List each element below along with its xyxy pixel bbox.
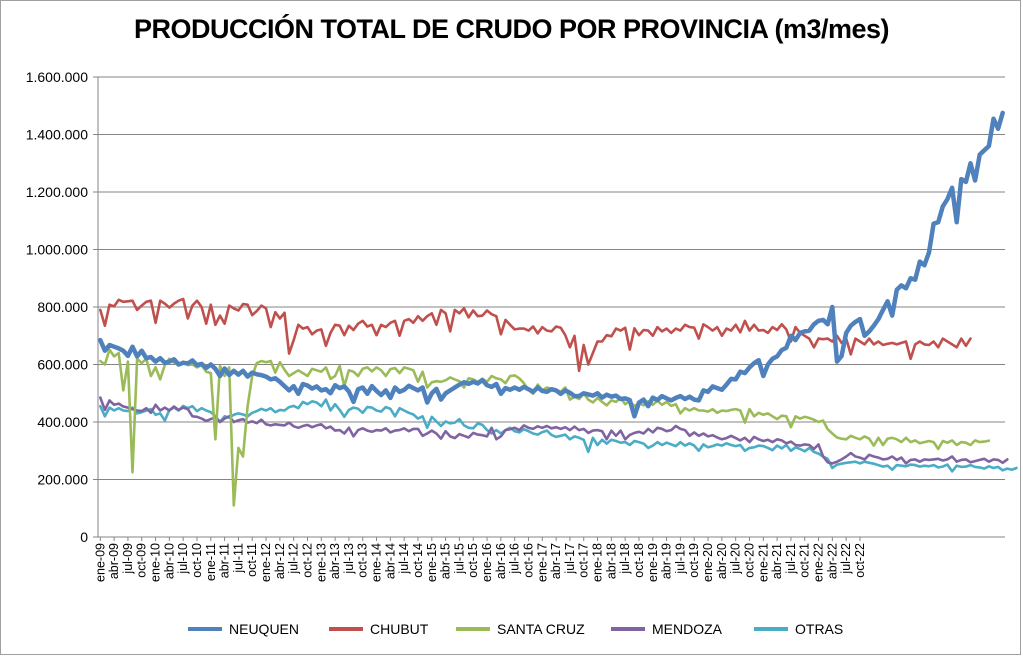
x-tick-label: ene-20 xyxy=(701,543,715,582)
x-tick-label: abr-20 xyxy=(715,543,729,579)
x-tick-label: abr-21 xyxy=(770,543,784,579)
x-tick-label: abr-11 xyxy=(218,543,232,578)
x-tick-label: ene-17 xyxy=(535,543,549,582)
y-tick-label: 0 xyxy=(80,529,88,545)
x-tick-label: ene-14 xyxy=(370,543,384,582)
x-tick-label: abr-12 xyxy=(273,543,287,579)
x-tick-label: jul-09 xyxy=(121,543,135,575)
chart-title: PRODUCCIÓN TOTAL DE CRUDO POR PROVINCIA … xyxy=(133,14,890,44)
legend-item-neuquen: NEUQUEN xyxy=(188,619,299,639)
y-tick-label: 400.000 xyxy=(37,414,88,430)
x-tick-label: oct-21 xyxy=(798,543,812,578)
x-tick-label: oct-15 xyxy=(466,543,480,578)
x-tick-label: ene-18 xyxy=(591,543,605,582)
legend-item-otras: OTRAS xyxy=(754,619,843,639)
series-line-chubut xyxy=(99,297,972,373)
x-tick-label: abr-10 xyxy=(162,543,176,579)
legend-swatch xyxy=(611,627,645,631)
series-line-santa-cruz xyxy=(99,348,991,507)
x-tick-label: oct-12 xyxy=(300,543,314,578)
x-tick-label: ene-10 xyxy=(149,543,163,582)
x-tick-label: abr-16 xyxy=(494,543,508,579)
x-tick-label: ene-15 xyxy=(425,543,439,582)
x-tick-label: jul-18 xyxy=(618,543,632,575)
x-tick-label: jul-14 xyxy=(397,543,411,575)
y-tick-labels: 0 200.000 400.000 600.000 800.000 1.000.000 1.… xyxy=(26,69,89,545)
x-tick-label: abr-17 xyxy=(549,543,563,579)
x-tick-label: jul-16 xyxy=(508,543,522,575)
x-tick-label: abr-18 xyxy=(604,543,618,579)
series-line-mendoza xyxy=(99,396,1009,465)
y-tick-label: 1.400.000 xyxy=(26,127,88,143)
x-tick-label: abr-14 xyxy=(383,543,397,579)
x-tick-label: abr-15 xyxy=(439,543,453,579)
x-tick-label: jul-22 xyxy=(839,543,853,575)
series-line-otras xyxy=(99,398,1018,473)
x-tick-label: oct-10 xyxy=(190,543,204,578)
y-tick-label: 1.000.000 xyxy=(26,242,88,258)
x-tick-label: jul-15 xyxy=(452,543,466,575)
x-tick-label: oct-09 xyxy=(135,543,149,578)
x-tick-label: oct-16 xyxy=(521,543,535,578)
x-tick-label: ene-11 xyxy=(204,543,218,581)
legend-label: SANTA CRUZ xyxy=(497,621,585,637)
x-tick-label: oct-14 xyxy=(411,543,425,578)
x-tick-label: jul-11 xyxy=(231,543,245,574)
legend-label: NEUQUEN xyxy=(229,621,300,637)
x-tick-label: jul-21 xyxy=(784,543,798,575)
x-tick-label: abr-13 xyxy=(328,543,342,579)
x-tick-label: oct-18 xyxy=(632,543,646,578)
x-tick-label: oct-13 xyxy=(356,543,370,578)
y-tick-label: 800.000 xyxy=(37,299,88,315)
y-tick-label: 1.600.000 xyxy=(26,69,88,85)
x-tick-label: jul-17 xyxy=(563,543,577,575)
legend-swatch xyxy=(188,627,222,631)
x-tick-label: ene-22 xyxy=(812,543,826,582)
legend-swatch xyxy=(754,627,788,631)
legend-swatch xyxy=(329,627,363,631)
legend-item-santa-cruz: SANTA CRUZ xyxy=(456,619,585,639)
x-tick-label: jul-12 xyxy=(287,543,301,575)
x-tick-label: ene-19 xyxy=(646,543,660,582)
x-tick-label: jul-19 xyxy=(673,543,687,575)
x-tick-label: jul-13 xyxy=(342,543,356,575)
axes xyxy=(93,76,1005,541)
x-tick-label: ene-12 xyxy=(259,543,273,582)
legend-label: OTRAS xyxy=(795,621,844,637)
legend-label: CHUBUT xyxy=(370,621,429,637)
gridlines xyxy=(98,76,1005,480)
x-tick-label: ene-13 xyxy=(314,543,328,582)
series-lines xyxy=(98,110,1018,507)
x-tick-label: ene-09 xyxy=(93,543,107,582)
legend-swatch xyxy=(456,627,490,631)
x-tick-labels: ene-09 abr-09 jul-09 oct-09 ene-10 abr-10 jul-… xyxy=(93,543,867,582)
x-tick-label: oct-19 xyxy=(687,543,701,578)
x-tick-label: jul-20 xyxy=(729,543,743,575)
x-tick-label: ene-16 xyxy=(480,543,494,582)
series-line-neuquen xyxy=(98,110,1005,419)
legend-label: MENDOZA xyxy=(652,621,722,637)
x-tick-label: oct-11 xyxy=(245,543,259,577)
x-tick-label: oct-17 xyxy=(577,543,591,578)
x-tick-label: jul-10 xyxy=(176,543,190,575)
legend: NEUQUEN CHUBUT SANTA CRUZ MENDOZA OTRAS xyxy=(0,619,1023,639)
x-tick-label: abr-22 xyxy=(825,543,839,579)
x-tick-label: oct-20 xyxy=(742,543,756,578)
x-tick-label: ene-21 xyxy=(756,543,770,582)
legend-item-mendoza: MENDOZA xyxy=(611,619,722,639)
x-tick-label: oct-22 xyxy=(853,543,867,578)
x-tick-label: abr-19 xyxy=(660,543,674,579)
x-tick-label: abr-09 xyxy=(107,543,121,579)
y-tick-label: 1.200.000 xyxy=(26,184,88,200)
y-tick-label: 600.000 xyxy=(37,357,88,373)
legend-item-chubut: CHUBUT xyxy=(329,619,428,639)
y-tick-label: 200.000 xyxy=(37,472,88,488)
